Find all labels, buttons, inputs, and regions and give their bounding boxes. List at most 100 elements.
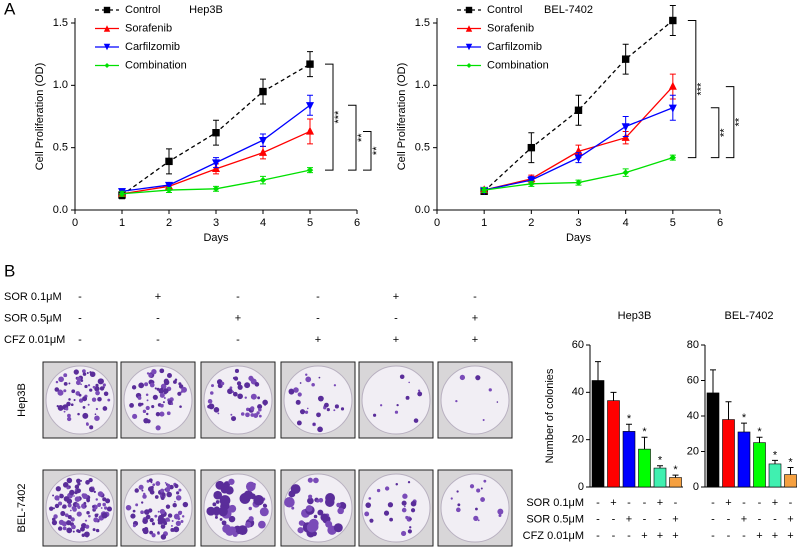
plate — [440, 365, 510, 435]
treatment-sign: - — [727, 530, 731, 542]
colony — [152, 394, 158, 400]
colony — [164, 481, 167, 484]
x-tick-label: 4 — [623, 217, 629, 229]
treatment-sign: - — [742, 497, 746, 509]
colony — [173, 380, 177, 384]
colony — [145, 514, 151, 520]
colony — [293, 387, 299, 393]
colony — [395, 482, 399, 486]
y-tick-label: 1.5 — [53, 17, 68, 29]
plate — [440, 473, 510, 543]
bracket — [348, 104, 357, 171]
colony — [91, 397, 97, 402]
colony — [318, 376, 321, 379]
colony — [257, 404, 263, 410]
colony — [73, 369, 79, 375]
treatment-sign: + — [657, 530, 663, 542]
colony — [73, 495, 75, 497]
bar — [669, 477, 682, 488]
significance: * — [788, 456, 793, 468]
colony — [159, 521, 163, 525]
y-tick-label: 0.5 — [53, 142, 68, 154]
colony — [160, 496, 165, 501]
colony — [234, 368, 240, 374]
treatment-label: SOR 0.1μM — [526, 497, 584, 509]
colony — [336, 502, 341, 508]
colony — [456, 490, 459, 493]
colony — [106, 506, 113, 512]
colony — [181, 515, 185, 518]
legend-marker — [465, 43, 473, 51]
colony — [162, 401, 165, 404]
colony — [85, 480, 90, 485]
colony — [164, 486, 171, 493]
significance: ** — [719, 128, 731, 137]
treatment-sign: + — [725, 497, 731, 509]
treatment-sign: - — [711, 497, 715, 509]
colony — [325, 520, 333, 528]
colony — [410, 508, 416, 513]
colony — [299, 382, 302, 384]
significance: * — [627, 413, 632, 425]
colony — [107, 398, 111, 402]
colony — [70, 403, 74, 407]
colony — [151, 522, 156, 526]
treatment-sign: + — [772, 530, 778, 542]
colony — [55, 380, 59, 384]
colony — [87, 384, 91, 387]
colony — [51, 517, 56, 522]
y-tick-label: 1.5 — [415, 17, 430, 29]
colony — [305, 376, 312, 383]
colony — [206, 506, 216, 516]
colony — [417, 391, 423, 397]
significance: ** — [371, 146, 383, 155]
colony — [225, 526, 235, 536]
colony — [57, 405, 64, 411]
chart-title: BEL-7402 — [725, 310, 774, 322]
colony — [64, 513, 69, 518]
legend-marker — [466, 63, 472, 68]
colony — [313, 514, 318, 519]
colony — [237, 393, 243, 400]
error-bar — [741, 422, 747, 432]
colony — [306, 522, 318, 533]
colony — [184, 503, 187, 506]
colony — [211, 384, 214, 388]
bracket — [725, 86, 735, 159]
error-bar — [787, 466, 794, 475]
colony — [62, 526, 67, 531]
treatment-sign: - — [789, 497, 793, 509]
treatment-sign: - — [643, 513, 647, 525]
colony — [172, 503, 177, 508]
colony — [305, 505, 313, 512]
colony — [316, 499, 320, 503]
colony — [179, 405, 182, 408]
colony — [159, 368, 165, 374]
colony — [54, 503, 60, 509]
plate — [123, 365, 193, 435]
colony — [248, 375, 254, 381]
colony — [99, 386, 105, 391]
colony — [89, 425, 94, 430]
marker — [574, 154, 583, 163]
marker — [164, 181, 174, 190]
colony — [89, 388, 93, 392]
colony — [308, 494, 313, 499]
significance: *** — [333, 110, 345, 124]
colony — [143, 417, 149, 424]
x-tick-label: 3 — [213, 217, 219, 229]
colony — [86, 371, 89, 375]
colony — [410, 500, 417, 507]
colony — [298, 520, 305, 526]
treatment-sign: - — [758, 497, 762, 509]
bar — [722, 419, 735, 488]
y-tick-label: 20 — [687, 445, 699, 457]
bar — [607, 400, 620, 488]
colony — [76, 376, 82, 382]
marker — [575, 179, 582, 186]
colony — [228, 478, 235, 485]
colony — [237, 384, 243, 390]
colony — [74, 496, 81, 502]
colony — [455, 399, 458, 403]
colony — [163, 397, 166, 399]
